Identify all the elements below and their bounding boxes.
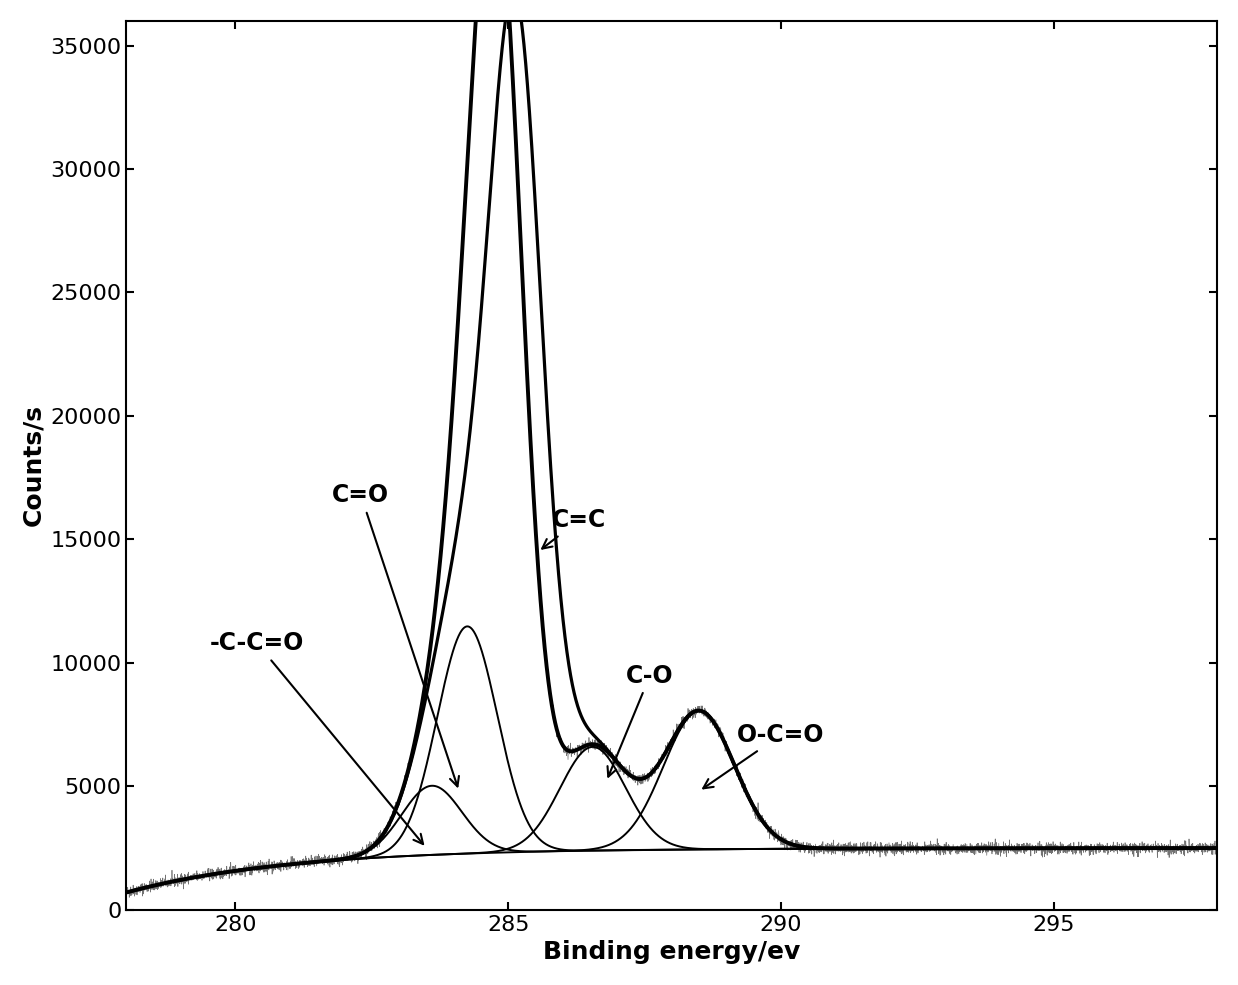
- Text: O-C=O: O-C=O: [703, 723, 825, 788]
- X-axis label: Binding energy/ev: Binding energy/ev: [543, 940, 801, 964]
- Text: -C-C=O: -C-C=O: [210, 631, 423, 844]
- Y-axis label: Counts/s: Counts/s: [21, 404, 45, 526]
- Text: C=O: C=O: [332, 484, 459, 786]
- Text: C=C: C=C: [542, 508, 607, 549]
- Text: C-O: C-O: [608, 664, 673, 776]
